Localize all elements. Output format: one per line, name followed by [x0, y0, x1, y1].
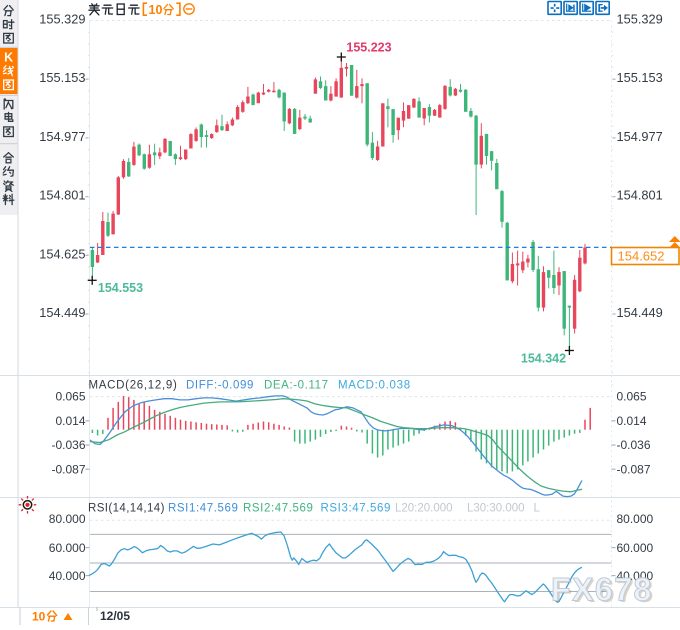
svg-text:RSI(14,14,14): RSI(14,14,14) [88, 503, 165, 515]
svg-text:154.449: 154.449 [39, 305, 85, 320]
svg-text:154.449: 154.449 [617, 305, 663, 320]
svg-text:-0.087: -0.087 [617, 463, 651, 477]
svg-text:154.342: 154.342 [521, 352, 566, 366]
svg-text:12/05: 12/05 [100, 609, 130, 623]
svg-text:155.329: 155.329 [39, 12, 85, 27]
svg-text:-0.036: -0.036 [617, 438, 651, 452]
svg-text:DEA:-0.117: DEA:-0.117 [264, 380, 329, 392]
svg-text:L30:30.000: L30:30.000 [467, 503, 525, 515]
svg-text:155.153: 155.153 [617, 70, 663, 85]
svg-text:-0.036: -0.036 [51, 438, 85, 452]
svg-text:0.065: 0.065 [617, 389, 647, 403]
svg-text:K: K [4, 51, 13, 65]
svg-text:80.000: 80.000 [617, 512, 654, 526]
svg-text:155.223: 155.223 [346, 41, 391, 55]
svg-text:0.014: 0.014 [55, 414, 85, 428]
svg-text:L20:20.000: L20:20.000 [395, 503, 453, 515]
svg-text:154.801: 154.801 [617, 188, 663, 203]
svg-text:0.014: 0.014 [617, 414, 647, 428]
svg-text:MACD(26,12,9): MACD(26,12,9) [89, 380, 178, 392]
svg-text:FX678: FX678 [551, 572, 653, 608]
svg-text:10: 10 [149, 3, 163, 17]
svg-text:154.801: 154.801 [39, 188, 85, 203]
svg-text:60.000: 60.000 [617, 541, 654, 555]
svg-text:154.652: 154.652 [618, 248, 665, 263]
svg-text:155.329: 155.329 [617, 12, 663, 27]
svg-text:L: L [534, 503, 541, 515]
svg-text:80.000: 80.000 [49, 512, 86, 526]
svg-text:154.977: 154.977 [39, 129, 85, 144]
svg-text:154.977: 154.977 [617, 129, 663, 144]
svg-text:RSI3:47.569: RSI3:47.569 [321, 503, 392, 515]
svg-text:155.153: 155.153 [39, 70, 85, 85]
svg-text:RSI2:47.569: RSI2:47.569 [243, 503, 314, 515]
svg-text:-0.087: -0.087 [51, 463, 85, 477]
svg-text:DIFF:-0.099: DIFF:-0.099 [186, 380, 254, 392]
svg-text:RSI1:47.569: RSI1:47.569 [168, 503, 239, 515]
svg-text:60.000: 60.000 [49, 541, 86, 555]
svg-text:154.553: 154.553 [98, 281, 143, 295]
svg-text:40.000: 40.000 [49, 569, 86, 583]
svg-text:154.625: 154.625 [39, 246, 85, 261]
svg-text:MACD:0.038: MACD:0.038 [338, 380, 411, 392]
svg-text:10: 10 [32, 610, 46, 624]
svg-text:0.065: 0.065 [55, 389, 85, 403]
